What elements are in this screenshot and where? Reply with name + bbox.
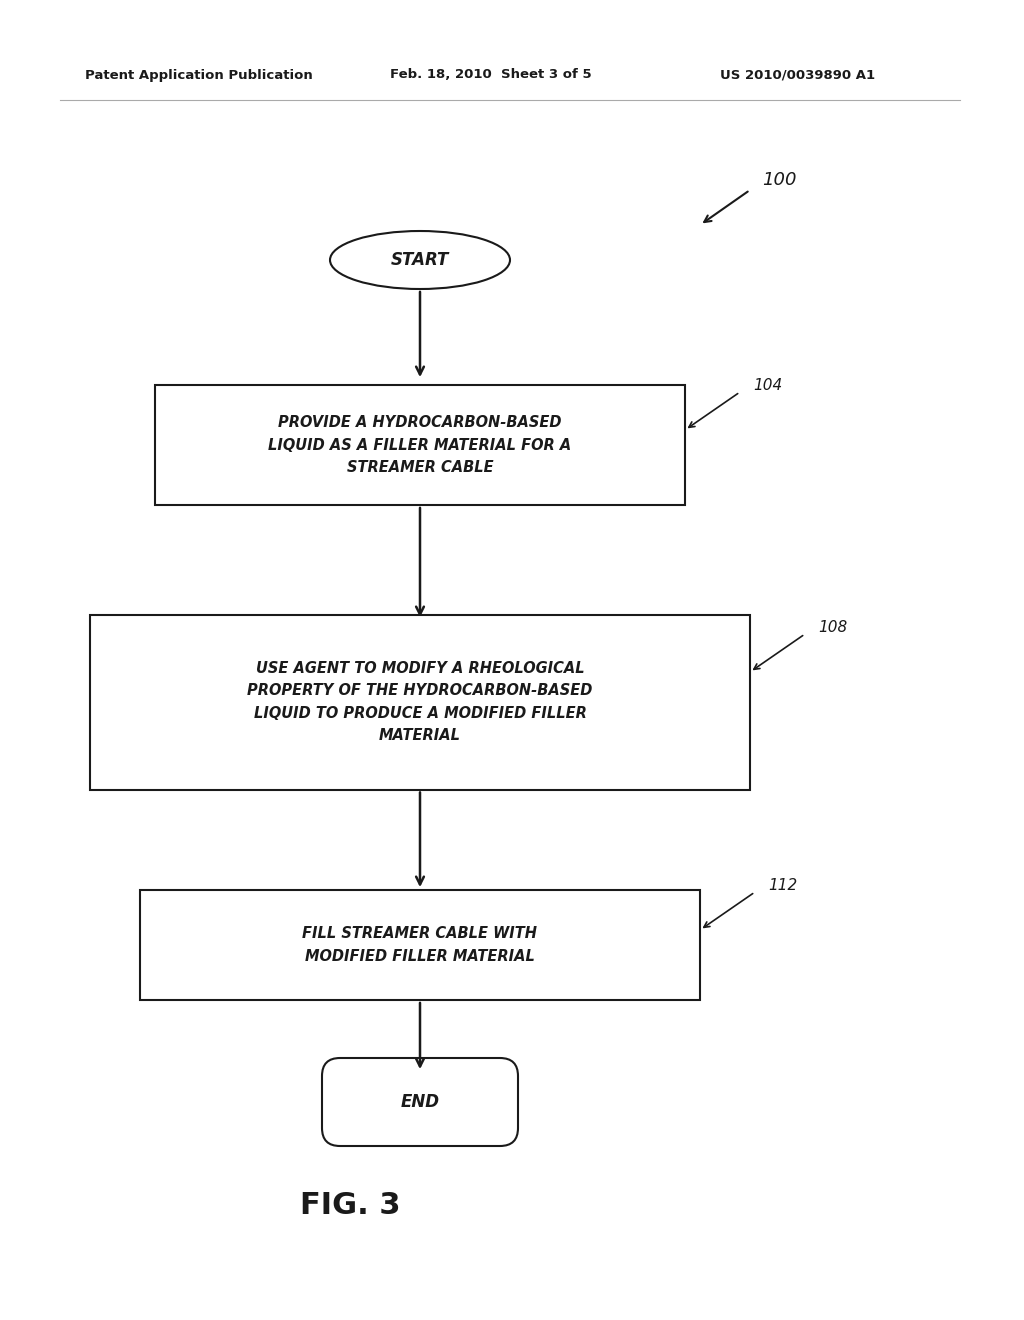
Bar xyxy=(140,890,700,1001)
Text: USE AGENT TO MODIFY A RHEOLOGICAL
PROPERTY OF THE HYDROCARBON-BASED
LIQUID TO PR: USE AGENT TO MODIFY A RHEOLOGICAL PROPER… xyxy=(248,661,593,743)
Text: PROVIDE A HYDROCARBON-BASED
LIQUID AS A FILLER MATERIAL FOR A
STREAMER CABLE: PROVIDE A HYDROCARBON-BASED LIQUID AS A … xyxy=(268,416,571,475)
Text: 112: 112 xyxy=(768,878,798,892)
Text: Patent Application Publication: Patent Application Publication xyxy=(85,69,312,82)
Text: 104: 104 xyxy=(753,378,782,392)
Bar xyxy=(90,615,750,789)
Text: START: START xyxy=(391,251,450,269)
Text: FIG. 3: FIG. 3 xyxy=(300,1191,400,1220)
Text: 100: 100 xyxy=(762,172,797,189)
Text: 108: 108 xyxy=(818,619,847,635)
Bar xyxy=(155,385,685,506)
Text: END: END xyxy=(400,1093,439,1111)
Text: US 2010/0039890 A1: US 2010/0039890 A1 xyxy=(720,69,876,82)
Text: Feb. 18, 2010  Sheet 3 of 5: Feb. 18, 2010 Sheet 3 of 5 xyxy=(390,69,592,82)
Text: FILL STREAMER CABLE WITH
MODIFIED FILLER MATERIAL: FILL STREAMER CABLE WITH MODIFIED FILLER… xyxy=(302,927,538,964)
